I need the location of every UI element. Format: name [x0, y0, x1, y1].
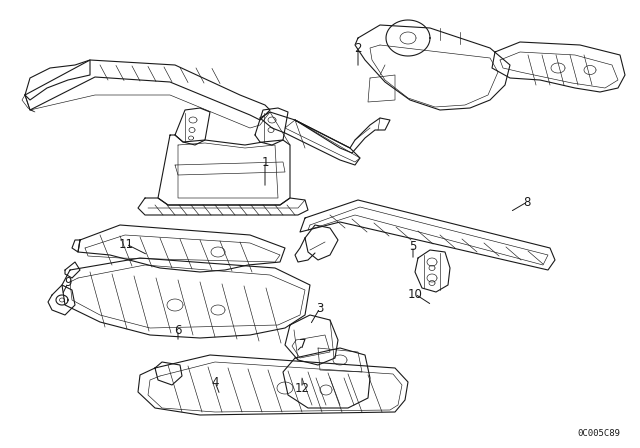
Text: 6: 6: [174, 323, 182, 336]
Text: 10: 10: [408, 288, 422, 301]
Text: 4: 4: [211, 375, 219, 388]
Text: 12: 12: [294, 382, 310, 395]
Text: 1: 1: [261, 155, 269, 168]
Text: 9: 9: [64, 276, 72, 289]
Text: 11: 11: [118, 237, 134, 250]
Text: 5: 5: [410, 240, 417, 253]
Text: 3: 3: [316, 302, 324, 314]
Text: 7: 7: [300, 339, 307, 352]
Text: 8: 8: [524, 195, 531, 208]
Text: 2: 2: [355, 42, 362, 55]
Text: 0C005C89: 0C005C89: [577, 429, 620, 438]
